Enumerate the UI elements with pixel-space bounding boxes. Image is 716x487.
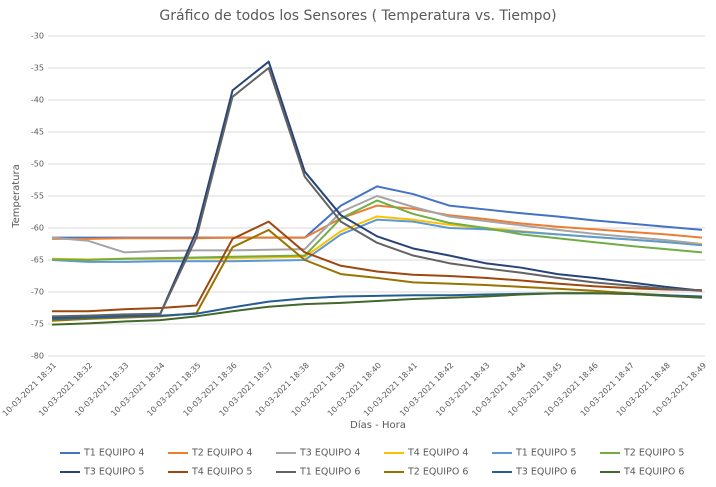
legend-label: T1 EQUIPO 4: [83, 448, 144, 459]
series-line: [51, 199, 703, 261]
y-tick-label: -35: [31, 64, 44, 73]
y-tick-label: -70: [31, 288, 44, 297]
y-tick-label: -50: [31, 160, 44, 169]
y-tick-label: -75: [31, 320, 44, 329]
y-tick-label: -55: [31, 192, 44, 201]
series-line: [51, 195, 703, 254]
legend-label: T2 EQUIPO 5: [623, 448, 684, 459]
y-tick-label: -80: [31, 352, 44, 361]
x-axis-label: Días - Hora: [350, 419, 406, 431]
legend-label: T2 EQUIPO 4: [191, 448, 252, 459]
legend-label: T3 EQUIPO 5: [83, 467, 144, 478]
series-line: [51, 67, 703, 318]
legend-label: T1 EQUIPO 5: [515, 448, 576, 459]
y-tick-label: -65: [31, 256, 44, 265]
legend-label: T4 EQUIPO 6: [623, 467, 684, 478]
y-axis-label: Temperatura: [11, 164, 22, 229]
y-tick-label: -45: [31, 128, 44, 137]
series-line: [51, 292, 703, 326]
legend-label: T1 EQUIPO 6: [299, 467, 360, 478]
y-tick-label: -60: [31, 224, 44, 233]
y-tick-label: -40: [31, 96, 44, 105]
legend-label: T3 EQUIPO 6: [515, 467, 576, 478]
legend-label: T3 EQUIPO 4: [299, 448, 360, 459]
legend-label: T4 EQUIPO 4: [407, 448, 468, 459]
series-line: [51, 218, 703, 263]
legend-label: T2 EQUIPO 6: [407, 467, 468, 478]
legend-label: T4 EQUIPO 5: [191, 467, 252, 478]
chart-title: Gráfico de todos los Sensores ( Temperat…: [159, 8, 556, 24]
y-tick-label: -30: [31, 32, 44, 41]
series-line: [52, 204, 703, 240]
series-line: [52, 220, 703, 313]
